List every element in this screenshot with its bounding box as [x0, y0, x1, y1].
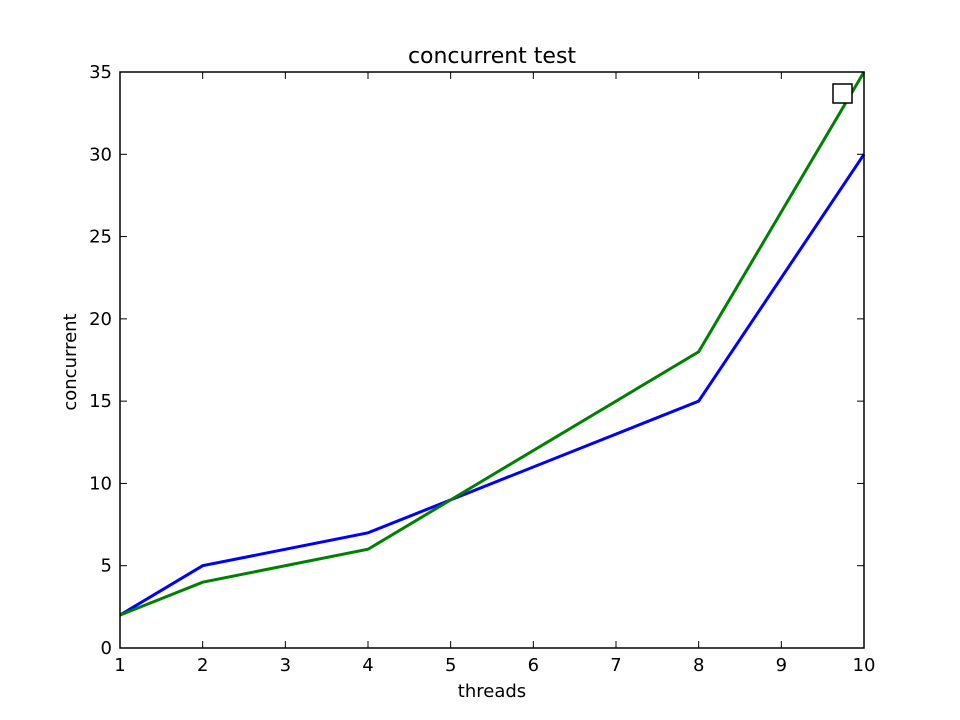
y-axis-label: concurrent	[60, 313, 81, 410]
x-tick-label: 10	[853, 655, 876, 676]
x-tick-label: 3	[280, 655, 291, 676]
x-tick-label: 4	[362, 655, 373, 676]
x-tick-label: 2	[197, 655, 208, 676]
series-layer	[119, 71, 866, 617]
legend-box	[832, 83, 853, 104]
x-tick-label: 7	[610, 655, 621, 676]
y-axis-ticks: 0 5 10 15 20 25 30 35	[89, 62, 864, 659]
series-1-line	[119, 153, 866, 617]
y-tick-label: 0	[101, 638, 112, 659]
series-2-line	[119, 71, 866, 617]
x-tick-label: 1	[114, 655, 125, 676]
y-tick-label: 30	[89, 144, 112, 165]
y-tick-label: 15	[89, 391, 112, 412]
x-tick-label: 6	[528, 655, 539, 676]
x-axis-label: threads	[458, 681, 526, 702]
plot-frame	[119, 71, 865, 649]
x-tick-label: 9	[776, 655, 787, 676]
x-tick-label: 8	[693, 655, 704, 676]
chart-title: concurrent test	[408, 44, 576, 69]
y-tick-label: 35	[89, 62, 112, 83]
y-tick-label: 20	[89, 309, 112, 330]
x-tick-label: 5	[445, 655, 456, 676]
y-tick-label: 5	[101, 556, 112, 577]
y-tick-label: 10	[89, 473, 112, 494]
plot-background	[120, 72, 864, 648]
y-tick-label: 25	[89, 227, 112, 248]
x-axis-ticks: 1 2 3 4 5 6 7 8 9 10	[114, 72, 875, 676]
